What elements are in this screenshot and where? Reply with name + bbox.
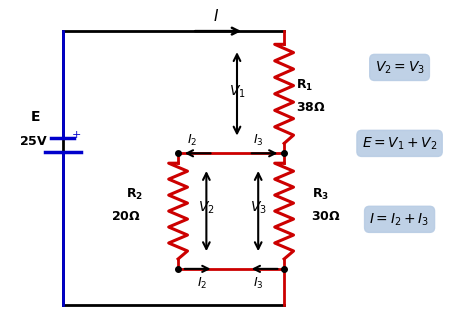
Text: $V_2$: $V_2$ [198, 199, 215, 216]
Text: $\mathbf{R_3}$: $\mathbf{R_3}$ [312, 187, 329, 202]
Text: $I = I_2 + I_3$: $I = I_2 + I_3$ [369, 211, 430, 227]
Text: $I_2$: $I_2$ [187, 133, 197, 148]
Text: $\mathbf{R_1}$: $\mathbf{R_1}$ [296, 78, 313, 93]
Text: $V_1$: $V_1$ [228, 84, 246, 101]
Text: $I$: $I$ [213, 8, 219, 24]
Text: $+$: $+$ [71, 129, 81, 140]
Text: $E = V_1 + V_2$: $E = V_1 + V_2$ [362, 135, 438, 152]
Text: $I_2$: $I_2$ [197, 276, 207, 291]
Text: $V_3$: $V_3$ [250, 199, 267, 216]
Text: $\mathbf{E}$: $\mathbf{E}$ [30, 110, 41, 124]
Text: $\mathbf{25V}$: $\mathbf{25V}$ [19, 135, 48, 148]
Text: $V_2 = V_3$: $V_2 = V_3$ [374, 59, 425, 76]
Text: $\mathbf{30\Omega}$: $\mathbf{30\Omega}$ [311, 209, 341, 222]
Text: $\mathbf{38\Omega}$: $\mathbf{38\Omega}$ [296, 101, 326, 114]
Text: $I_3$: $I_3$ [253, 133, 264, 148]
Text: $\mathbf{20\Omega}$: $\mathbf{20\Omega}$ [111, 209, 140, 222]
Text: $I_3$: $I_3$ [253, 276, 264, 291]
Text: $\mathbf{R_2}$: $\mathbf{R_2}$ [126, 187, 143, 202]
